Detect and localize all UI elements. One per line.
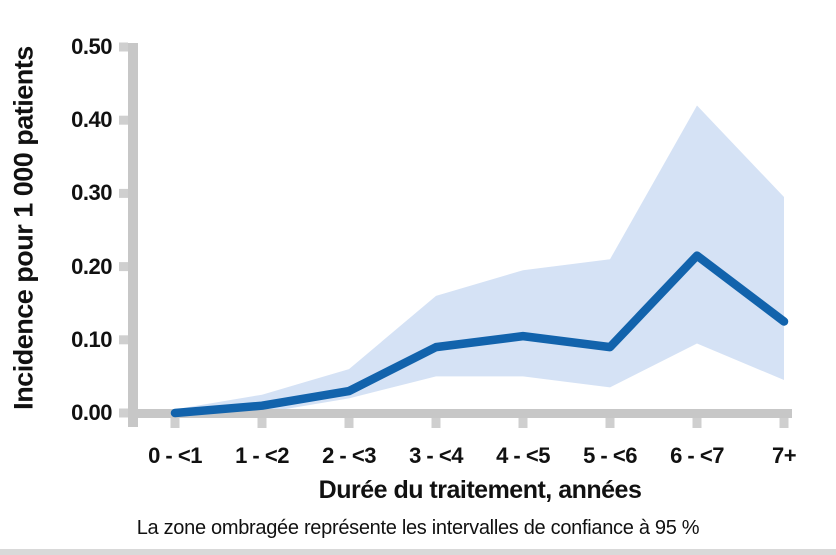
footer-bar [0, 549, 836, 555]
x-tick-label: 3 - <4 [409, 443, 463, 468]
x-tick-mark [170, 418, 180, 428]
y-tick-mark [119, 115, 128, 125]
y-tick-mark [119, 188, 128, 198]
x-axis-line [128, 409, 792, 418]
y-tick-mark [119, 335, 128, 345]
y-tick-labels: 0.00 0.10 0.20 0.30 0.40 0.50 [0, 0, 112, 555]
x-tick-label: 6 - <7 [670, 443, 724, 468]
axes [119, 42, 792, 428]
x-tick-mark [518, 418, 528, 428]
y-axis-line [128, 43, 138, 427]
x-tick-mark [605, 418, 615, 428]
incidence-line [170, 251, 789, 418]
y-tick-label: 0.40 [71, 107, 112, 133]
x-tick-mark [692, 418, 702, 428]
y-tick-label: 0.00 [71, 400, 112, 425]
x-tick-label: 0 - <1 [148, 443, 202, 468]
y-tick-marks [119, 42, 128, 418]
x-tick-label: 4 - <5 [496, 443, 550, 468]
x-tick-mark [257, 418, 267, 428]
x-tick-mark [344, 418, 354, 428]
x-tick-mark [779, 418, 789, 428]
x-tick-label: 5 - <6 [583, 443, 637, 468]
y-tick-mark [119, 408, 128, 418]
x-axis-title: Durée du traitement, années [318, 476, 642, 504]
y-tick-label: 0.20 [71, 253, 112, 279]
y-tick-label: 0.10 [71, 326, 112, 352]
confidence-band [175, 105, 784, 413]
x-tick-label: 1 - <2 [235, 443, 289, 468]
x-tick-label: 2 - <3 [322, 443, 376, 468]
x-tick-label: 7+ [771, 443, 797, 468]
x-tick-mark [431, 418, 441, 428]
y-tick-mark [119, 262, 128, 272]
caption: La zone ombragée représente les interval… [136, 517, 700, 539]
x-tick-marks [170, 418, 789, 428]
y-tick-label: 0.30 [71, 180, 112, 206]
y-tick-mark [119, 42, 128, 52]
y-tick-label: 0.50 [71, 34, 112, 59]
